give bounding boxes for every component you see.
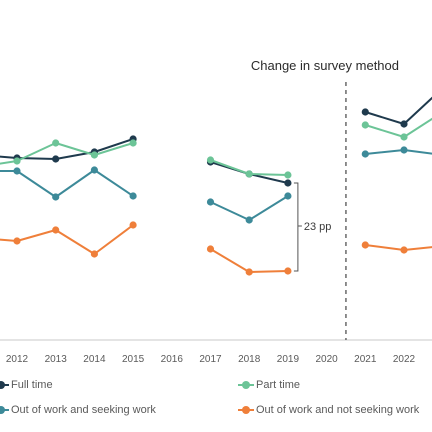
series-2 (0, 146, 432, 224)
data-point (361, 241, 369, 249)
x-tick-label: 2014 (83, 354, 106, 365)
x-tick-label: 2012 (6, 354, 29, 365)
x-tick-label: 2016 (161, 354, 184, 365)
data-point (361, 150, 369, 158)
legend-item: Part time (238, 376, 300, 394)
data-point (284, 267, 292, 275)
legend-label: Out of work and seeking work (11, 404, 156, 416)
x-axis: 2012 2013 2014 2015 2016 2017 2018 2019 2020 2021… (0, 339, 432, 365)
legend: Full time Part time Out of work and seekin… (0, 374, 432, 424)
x-tick-label: 2017 (199, 354, 222, 365)
data-point (206, 156, 215, 164)
legend-label: Part time (256, 379, 301, 391)
data-point (361, 121, 369, 129)
data-point (400, 133, 408, 141)
x-tick-label: 2018 (238, 354, 261, 365)
data-point (13, 167, 21, 175)
data-point (245, 268, 253, 276)
series-line (210, 195, 289, 221)
data-point (129, 221, 137, 229)
series-line (0, 169, 134, 198)
data-point (13, 237, 21, 245)
data-point (206, 245, 215, 253)
data-point (52, 193, 60, 201)
x-tick-label: 2013 (45, 354, 68, 365)
data-point (400, 120, 408, 128)
data-point (129, 139, 137, 147)
legend-item: Out of work and not seeking work (238, 401, 419, 419)
x-tick-label: 2020 (315, 354, 338, 365)
data-point (245, 216, 253, 224)
data-point (129, 192, 137, 200)
legend-swatch (238, 380, 254, 390)
annotations: Change in survey method 23 pp (251, 58, 399, 340)
legend-label: Full time (11, 379, 53, 391)
legend-swatch (0, 405, 9, 415)
x-tick-label: 2019 (277, 354, 300, 365)
series-0 (0, 96, 432, 187)
legend-swatch (0, 380, 9, 390)
data-point (400, 246, 408, 254)
legend-item: Out of work and seeking work (0, 401, 156, 419)
data-point (90, 151, 98, 159)
data-point (13, 157, 21, 165)
data-point (361, 108, 369, 116)
data-point (284, 192, 292, 200)
x-tick-label: 2022 (393, 354, 416, 365)
data-point (284, 171, 292, 179)
data-point (245, 170, 253, 178)
series-line (365, 149, 432, 155)
survey-change-label: Change in survey method (251, 58, 399, 73)
data-point (52, 139, 60, 147)
gap-label: 23 pp (304, 221, 332, 233)
legend-label: Out of work and not seeking work (256, 404, 420, 416)
series-line (365, 96, 432, 125)
data-point (400, 146, 408, 154)
data-point (284, 179, 292, 187)
data-point (90, 166, 98, 174)
gap-bracket (293, 182, 302, 272)
x-tick-label: 2021 (354, 354, 377, 365)
x-tick-label: 2015 (122, 354, 145, 365)
series-line (365, 244, 432, 251)
series-group (0, 96, 432, 276)
data-point (52, 155, 60, 163)
legend-item: Full time (0, 376, 53, 394)
series-1 (0, 117, 432, 179)
legend-swatch (238, 405, 254, 415)
data-point (90, 250, 98, 258)
data-point (206, 198, 215, 206)
data-point (52, 226, 60, 234)
series-3 (0, 221, 432, 276)
